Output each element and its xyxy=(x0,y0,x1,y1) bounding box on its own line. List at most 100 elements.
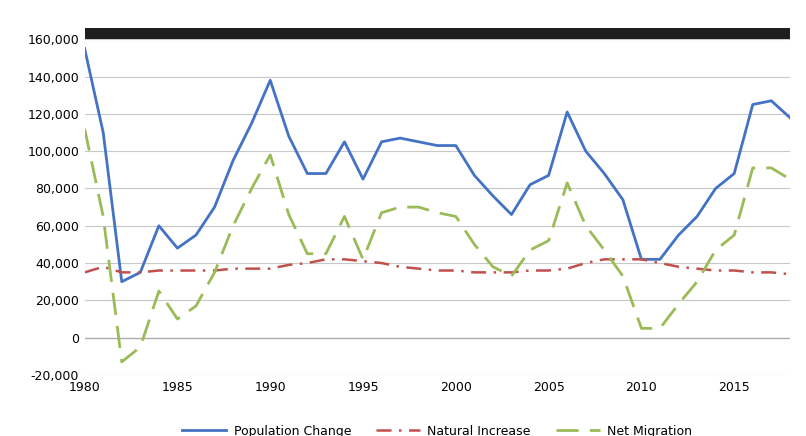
Net Migration xyxy=(507,273,517,279)
Population Change xyxy=(339,139,349,144)
Net Migration xyxy=(432,210,442,215)
Population Change xyxy=(135,270,145,275)
Natural Increase xyxy=(284,262,293,268)
Line: Population Change: Population Change xyxy=(85,48,790,282)
Net Migration xyxy=(711,247,721,252)
Net Migration xyxy=(637,326,646,331)
Population Change xyxy=(413,139,423,144)
Natural Increase xyxy=(618,257,628,262)
Net Migration xyxy=(618,273,628,279)
Population Change xyxy=(488,193,498,198)
Natural Increase xyxy=(265,266,275,271)
Population Change xyxy=(729,171,739,176)
Population Change xyxy=(321,171,330,176)
Natural Increase xyxy=(395,264,405,269)
Net Migration xyxy=(544,238,554,243)
Net Migration xyxy=(692,279,702,284)
Line: Natural Increase: Natural Increase xyxy=(85,259,790,274)
Natural Increase xyxy=(544,268,554,273)
Population Change xyxy=(544,173,554,178)
Natural Increase xyxy=(117,270,127,275)
Natural Increase xyxy=(600,257,609,262)
Line: Net Migration: Net Migration xyxy=(85,129,790,362)
Population Change xyxy=(191,232,201,238)
Population Change xyxy=(767,98,776,103)
Population Change xyxy=(302,171,312,176)
Population Change xyxy=(581,149,591,154)
Net Migration xyxy=(228,223,238,228)
Net Migration xyxy=(748,165,758,170)
Net Migration xyxy=(321,251,330,256)
Net Migration xyxy=(135,344,145,350)
Population Change xyxy=(692,214,702,219)
Legend: Population Change, Natural Increase, Net Migration: Population Change, Natural Increase, Net… xyxy=(177,420,697,436)
Natural Increase xyxy=(767,270,776,275)
Net Migration xyxy=(247,186,256,191)
Natural Increase xyxy=(692,266,702,271)
Natural Increase xyxy=(637,257,646,262)
Population Change xyxy=(358,177,368,182)
Net Migration xyxy=(785,177,795,182)
Net Migration xyxy=(395,204,405,210)
Net Migration xyxy=(172,317,182,322)
Population Change xyxy=(618,197,628,202)
Net Migration xyxy=(210,270,219,275)
Natural Increase xyxy=(488,270,498,275)
Net Migration xyxy=(581,223,591,228)
Net Migration xyxy=(98,214,108,219)
Net Migration xyxy=(376,210,386,215)
Net Migration xyxy=(80,126,89,131)
Net Migration xyxy=(600,247,609,252)
Population Change xyxy=(451,143,461,148)
Natural Increase xyxy=(470,270,480,275)
Net Migration xyxy=(191,303,201,309)
Natural Increase xyxy=(80,270,89,275)
Natural Increase xyxy=(785,272,795,277)
Net Migration xyxy=(284,212,293,217)
Population Change xyxy=(80,46,89,51)
Population Change xyxy=(600,171,609,176)
Net Migration xyxy=(655,326,665,331)
Population Change xyxy=(785,115,795,120)
Natural Increase xyxy=(247,266,256,271)
Net Migration xyxy=(526,247,535,252)
Natural Increase xyxy=(507,270,517,275)
Natural Increase xyxy=(210,268,219,273)
Population Change xyxy=(172,245,182,251)
Population Change xyxy=(563,109,572,115)
Population Change xyxy=(154,223,164,228)
Population Change xyxy=(711,186,721,191)
Natural Increase xyxy=(674,264,683,269)
Population Change xyxy=(376,139,386,144)
Population Change xyxy=(470,173,480,178)
Net Migration xyxy=(563,180,572,185)
Net Migration xyxy=(470,242,480,247)
Natural Increase xyxy=(451,268,461,273)
Net Migration xyxy=(154,289,164,294)
Natural Increase xyxy=(135,270,145,275)
Natural Increase xyxy=(432,268,442,273)
Population Change xyxy=(117,279,127,284)
Population Change xyxy=(395,136,405,141)
Net Migration xyxy=(117,359,127,364)
Population Change xyxy=(637,257,646,262)
Population Change xyxy=(526,182,535,187)
Net Migration xyxy=(674,301,683,307)
Population Change xyxy=(284,133,293,139)
Net Migration xyxy=(358,257,368,262)
Population Change xyxy=(98,130,108,135)
Natural Increase xyxy=(748,270,758,275)
Natural Increase xyxy=(655,260,665,266)
Population Change xyxy=(655,257,665,262)
Natural Increase xyxy=(376,260,386,266)
Natural Increase xyxy=(321,257,330,262)
Natural Increase xyxy=(729,268,739,273)
Natural Increase xyxy=(526,268,535,273)
Net Migration xyxy=(488,264,498,269)
Natural Increase xyxy=(98,264,108,269)
Net Migration xyxy=(302,251,312,256)
Population Change xyxy=(210,204,219,210)
Net Migration xyxy=(451,214,461,219)
Natural Increase xyxy=(339,257,349,262)
Natural Increase xyxy=(228,266,238,271)
